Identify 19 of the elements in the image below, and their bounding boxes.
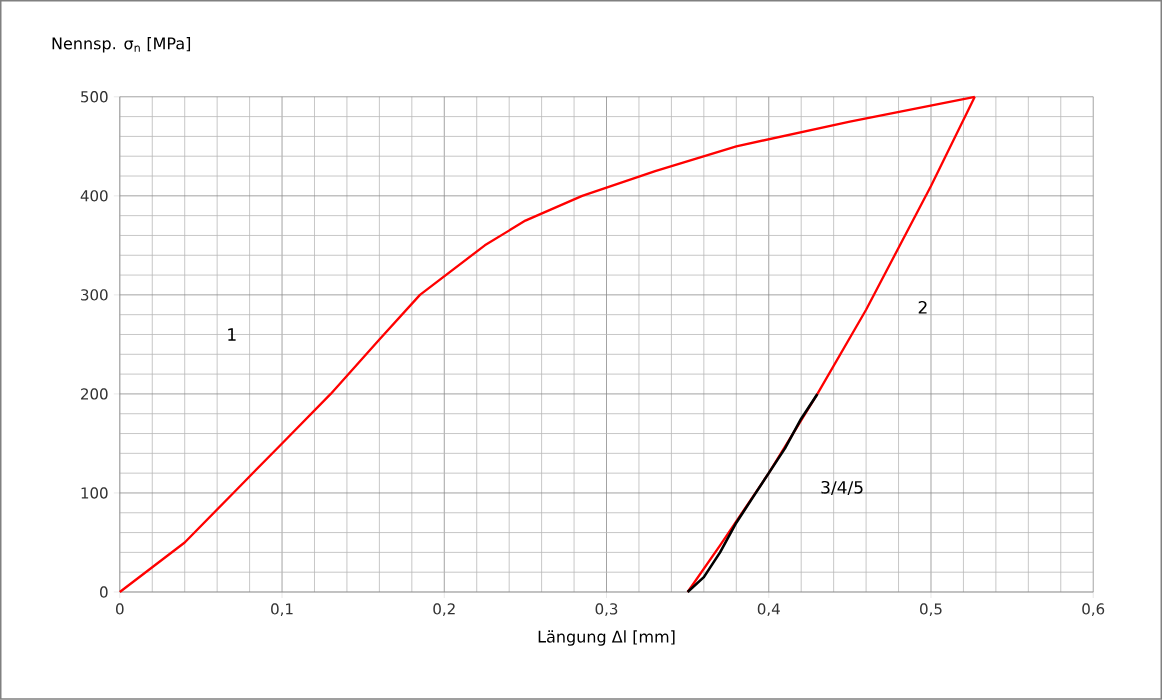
annotation: 1	[228, 328, 236, 341]
x-tick-label: 0,3	[595, 603, 618, 617]
line-series	[686, 392, 819, 594]
y-tick-label: 200	[81, 388, 108, 400]
annotation: 2	[918, 301, 927, 314]
annotation: 3/4/5	[821, 480, 863, 496]
x-tick-label: 0,6	[1082, 603, 1105, 617]
y-axis-title: Nennsp. σ$_{n}$ [MPa]	[52, 37, 191, 53]
y-tick-label: 0	[100, 586, 108, 598]
x-tick-label: 0,2	[433, 603, 455, 617]
y-tick-label: 300	[81, 289, 108, 301]
y-tick-label: 100	[81, 487, 108, 499]
x-axis-title: Längung Δl [mm]	[538, 630, 675, 646]
y-tick-label: 400	[80, 190, 108, 202]
x-tick-label: 0,1	[271, 603, 293, 617]
x-tick-label: 0,4	[757, 603, 780, 617]
x-tick-label: 0	[116, 603, 124, 615]
y-tick-label: 500	[81, 91, 108, 103]
x-tick-label: 0,5	[920, 603, 942, 617]
